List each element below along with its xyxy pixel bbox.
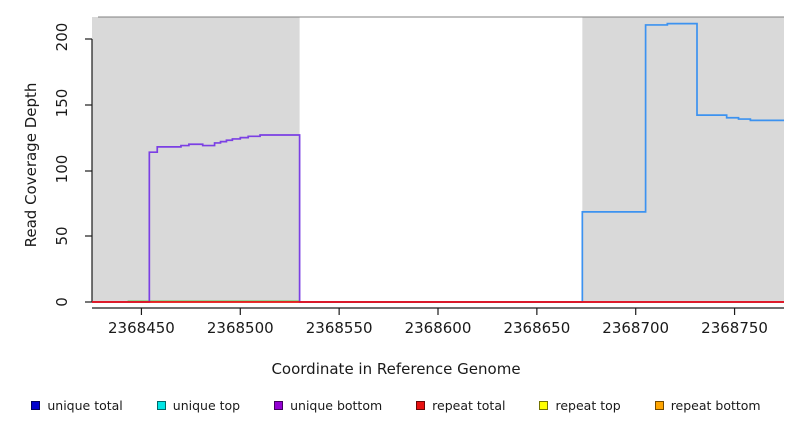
y-tick-label-4: 200 <box>53 22 71 52</box>
series-line-unique-bottom <box>92 134 784 303</box>
x-tick-label-2: 2368550 <box>305 319 373 337</box>
x-axis-title: Coordinate in Reference Genome <box>271 360 521 378</box>
x-tick-label-6: 2368750 <box>701 319 768 337</box>
data-series <box>92 22 784 303</box>
series-line-right-region-blue-coverage <box>581 22 784 302</box>
legend-label: repeat bottom <box>670 398 761 413</box>
legend-label: unique total <box>47 398 123 413</box>
legend-label: unique top <box>172 398 241 413</box>
y-axis-title: Read Coverage Depth <box>22 82 40 248</box>
y-tick-label-2: 100 <box>53 155 71 184</box>
legend-label: unique bottom <box>290 398 383 413</box>
legend-swatch-icon <box>274 401 284 410</box>
legend-label: repeat total <box>432 398 506 413</box>
legend-swatch-icon <box>416 401 426 410</box>
legend-item-repeat-bottom[interactable]: repeat bottom <box>654 398 761 413</box>
legend-item-unique-total[interactable]: unique total <box>31 398 123 413</box>
legend-swatch-icon <box>654 401 664 410</box>
x-tick-label-5: 2368700 <box>602 319 670 337</box>
legend-item-repeat-top[interactable]: repeat top <box>539 398 621 413</box>
shaded-region-1 <box>582 17 784 302</box>
shaded-regions <box>92 17 784 302</box>
y-tick-label-3: 150 <box>53 88 71 118</box>
y-tick-label-0: 0 <box>53 297 71 307</box>
x-tick-label-0: 2368450 <box>108 319 175 337</box>
y-tick-label-1: 50 <box>53 226 71 246</box>
legend-swatch-icon <box>539 401 549 410</box>
legend-item-unique-bottom[interactable]: unique bottom <box>274 398 382 413</box>
axis-lines <box>85 38 784 315</box>
x-tick-label-4: 2368650 <box>503 319 571 337</box>
chart-legend: unique total unique top unique bottom repea… <box>0 398 792 413</box>
legend-item-unique-top[interactable]: unique top <box>156 398 241 413</box>
legend-label: repeat top <box>555 398 621 413</box>
shaded-region-0 <box>92 17 300 302</box>
legend-swatch-icon <box>156 401 166 410</box>
x-tick-label-1: 2368500 <box>206 319 274 337</box>
legend-item-repeat-total[interactable]: repeat total <box>416 398 505 413</box>
legend-swatch-icon <box>31 401 41 410</box>
x-tick-label-3: 2368600 <box>404 319 472 337</box>
